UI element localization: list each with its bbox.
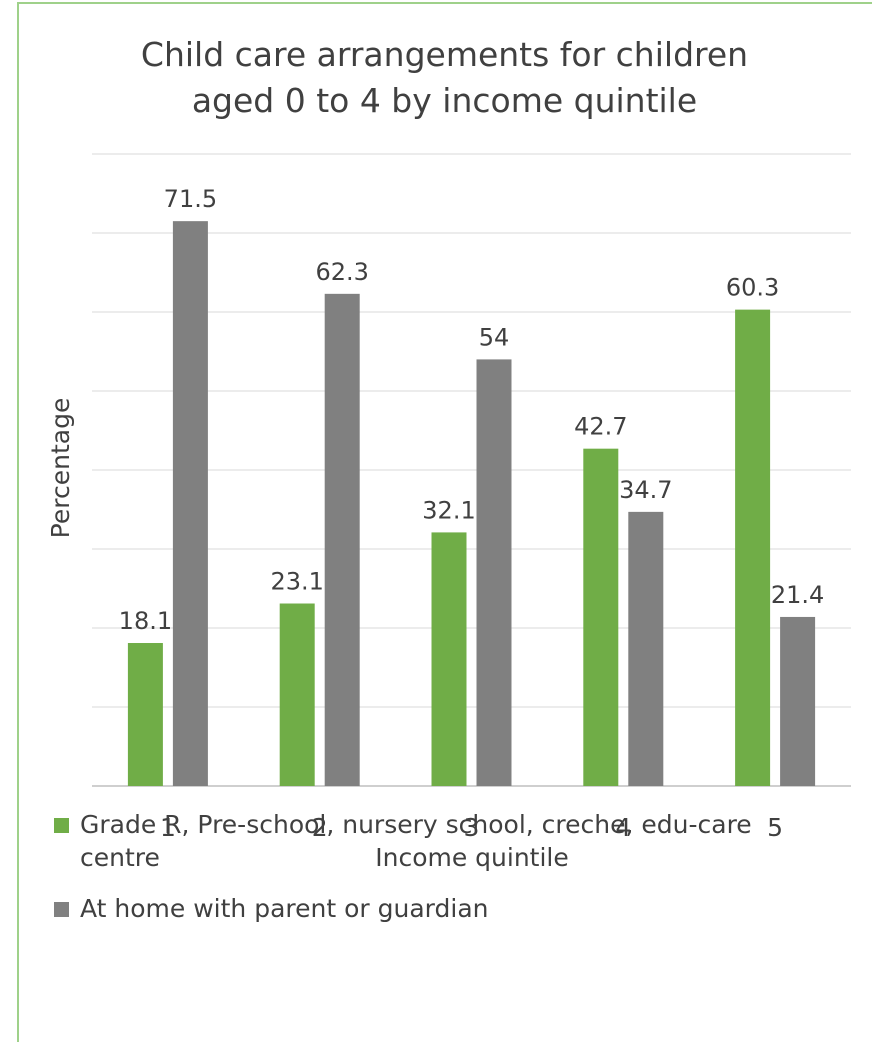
gridlines bbox=[92, 153, 851, 787]
data-label-series-2-q2: 62.3 bbox=[315, 258, 368, 286]
bar-series-1-q1 bbox=[127, 643, 163, 786]
legend-item-series-1: Grade R, Pre-school, nursery school, cre… bbox=[48, 808, 848, 874]
x-tick-label: 4 bbox=[615, 813, 631, 842]
data-labels: 18.1 71.5 23.1 62.3 32.1 54 42.7 34.7 60.3 21.4 bbox=[119, 185, 825, 635]
bar-series-1-q3 bbox=[431, 532, 467, 786]
legend-label-series-2: At home with parent or guardian bbox=[80, 894, 489, 923]
legend: Grade R, Pre-school, nursery school, cre… bbox=[48, 808, 848, 943]
data-label-series-1-q3: 32.1 bbox=[422, 496, 475, 524]
data-label-series-1-q2: 23.1 bbox=[270, 568, 323, 596]
data-label-series-2-q4: 34.7 bbox=[619, 476, 672, 504]
x-tick-label: 5 bbox=[767, 813, 783, 842]
chart-title: Child care arrangements for children age… bbox=[17, 32, 872, 124]
chart-frame bbox=[17, 2, 872, 1042]
data-label-series-2-q1: 71.5 bbox=[164, 185, 217, 213]
bar-series-1-q4 bbox=[583, 448, 619, 786]
bar-series-1-q2 bbox=[279, 603, 315, 786]
chart-title-line-1: Child care arrangements for children bbox=[140, 35, 749, 74]
bars bbox=[127, 221, 816, 786]
bar-series-2-q3 bbox=[476, 359, 512, 786]
x-axis-label: Income quintile bbox=[375, 843, 569, 872]
chart-title-line-2: aged 0 to 4 by income quintile bbox=[191, 81, 698, 120]
bar-series-1-q5 bbox=[735, 309, 771, 786]
legend-item-series-2: At home with parent or guardian bbox=[48, 892, 848, 925]
x-tick-label: 3 bbox=[464, 813, 480, 842]
legend-swatch-series-2 bbox=[54, 902, 69, 917]
legend-label-series-1-line-1: Grade R, Pre-school, nursery school, cre… bbox=[80, 810, 752, 839]
bar-series-2-q4 bbox=[628, 511, 664, 786]
data-label-series-2-q3: 54 bbox=[479, 323, 510, 351]
legend-label-series-1-line-2: centre bbox=[80, 843, 160, 872]
data-label-series-1-q1: 18.1 bbox=[119, 607, 172, 635]
bar-series-2-q1 bbox=[172, 221, 208, 786]
data-label-series-1-q4: 42.7 bbox=[574, 413, 627, 441]
x-tick-labels: 1 2 3 4 5 bbox=[160, 813, 783, 842]
legend-swatch-series-1 bbox=[54, 818, 69, 833]
y-axis-label: Percentage bbox=[46, 398, 75, 539]
data-label-series-2-q5: 21.4 bbox=[771, 581, 824, 609]
data-label-series-1-q5: 60.3 bbox=[726, 274, 779, 302]
x-tick-label: 2 bbox=[312, 813, 328, 842]
bar-series-2-q2 bbox=[324, 293, 360, 786]
bar-series-2-q5 bbox=[780, 616, 816, 786]
x-tick-label: 1 bbox=[160, 813, 176, 842]
